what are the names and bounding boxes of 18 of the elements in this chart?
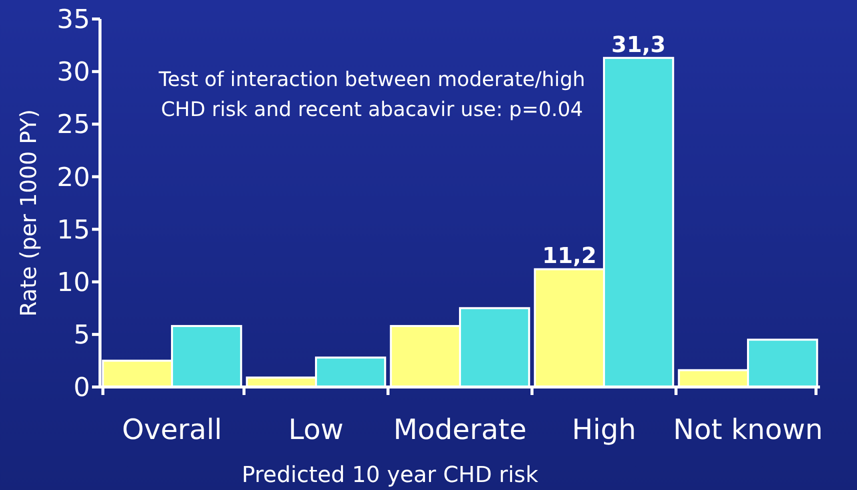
data-label: 11,2 (542, 244, 597, 270)
y-tick-label: 5 (73, 320, 90, 351)
data-label: 31,3 (611, 32, 666, 58)
y-tick-label: 15 (56, 215, 90, 246)
y-axis-title: Rate (per 1000 PY) (17, 109, 42, 317)
x-tick-label: Moderate (393, 413, 527, 446)
x-tick-label: Low (288, 413, 344, 446)
y-tick-label: 30 (56, 58, 90, 88)
y-tick-label: 35 (56, 5, 90, 36)
y-tick-label: 10 (56, 268, 90, 298)
y-tick-label: 20 (56, 162, 90, 193)
y-tick-label: 0 (73, 373, 90, 404)
x-axis-title: Predicted 10 year CHD risk (242, 463, 539, 488)
x-tick-label: High (572, 413, 636, 446)
x-tick-label: Not known (673, 413, 823, 446)
x-tick-label: Overall (122, 413, 222, 446)
y-tick-label: 25 (56, 110, 90, 140)
annotation: Test of interaction between moderate/high CHD risk and recent abacavir use: p=0.04 (158, 67, 586, 121)
